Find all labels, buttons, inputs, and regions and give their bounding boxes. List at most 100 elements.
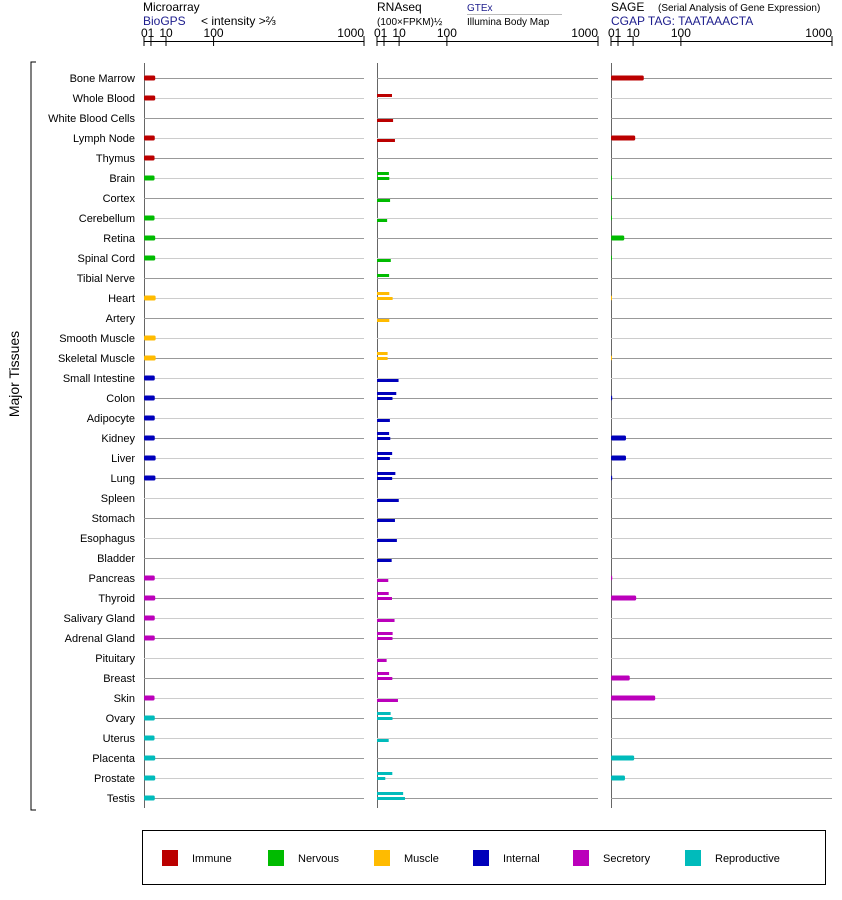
tissue-label: Kidney	[101, 433, 135, 445]
tissue-label: Whole Blood	[73, 93, 135, 105]
sage-bar	[611, 255, 612, 261]
tissue-label: Artery	[106, 313, 136, 325]
tissue-row: Bone Marrow	[70, 73, 832, 85]
rnaseq-ibm-bar	[377, 539, 397, 542]
microarray-bar	[144, 355, 156, 361]
tissue-label: Esophagus	[80, 533, 136, 545]
tissue-label: Stomach	[92, 513, 135, 525]
rnaseq-ibm-bar	[377, 297, 393, 300]
tissue-label: Bone Marrow	[70, 73, 135, 85]
microarray-bar	[144, 155, 155, 161]
microarray-bar	[144, 255, 156, 261]
tissue-label: Salivary Gland	[63, 613, 135, 625]
rnaseq-ibm-bar	[377, 199, 391, 202]
tissue-row: Heart	[108, 292, 832, 305]
tissue-row: Small Intestine	[63, 373, 832, 385]
microarray-bar	[144, 335, 156, 341]
sage-bar	[611, 575, 613, 581]
rnaseq-gtex-bar	[377, 392, 397, 395]
x-tick-label: 10	[392, 26, 406, 40]
tissue-row: White Blood Cells	[48, 113, 832, 125]
x-tick-label: 100	[671, 26, 691, 40]
rnaseq-ibm-bar	[377, 119, 394, 122]
tissue-label: Heart	[108, 293, 135, 305]
rnaseq-ibm-bar	[377, 777, 386, 780]
legend-swatch	[473, 850, 489, 866]
tissue-row: Adipocyte	[87, 413, 832, 425]
sage-bar	[611, 775, 625, 781]
legend-item-secretory: Secretory	[573, 850, 651, 866]
microarray-bar	[144, 175, 155, 181]
rnaseq-ibm-bar	[377, 177, 390, 180]
microarray-bar	[144, 715, 155, 721]
rnaseq-axis: 0 1 10 100 1000	[374, 26, 599, 808]
rnaseq-gtex-bar	[377, 432, 390, 435]
tissue-label: Skin	[114, 693, 135, 705]
microarray-bar	[144, 435, 155, 441]
rnaseq-ibm-bar	[377, 397, 393, 400]
rnaseq-source-gtex[interactable]: GTEx	[467, 3, 493, 14]
x-tick-label: 0	[608, 26, 615, 40]
microarray-bar	[144, 135, 155, 141]
tissue-row: Placenta	[92, 753, 832, 765]
sage-bar	[611, 135, 636, 141]
rnaseq-ibm-bar	[377, 519, 395, 522]
rnaseq-gtex-bar	[377, 274, 390, 277]
x-tick-label: 1	[381, 26, 388, 40]
tissue-row: Prostate	[94, 772, 832, 785]
rnaseq-ibm-bar	[377, 559, 392, 562]
rnaseq-gtex-bar	[377, 94, 392, 97]
tissue-label: Brain	[109, 173, 135, 185]
legend-item-immune: Immune	[162, 850, 232, 866]
sage-axis: 0 1 10 100 1000	[608, 26, 833, 808]
tissue-label: Adipocyte	[87, 413, 135, 425]
microarray-bar	[144, 95, 156, 101]
tissue-label: Lung	[111, 473, 135, 485]
tissue-row: Bladder	[97, 553, 832, 565]
x-tick-label: 0	[141, 26, 148, 40]
tissue-row: Cerebellum	[79, 213, 832, 225]
tissue-row: Spinal Cord	[78, 253, 832, 265]
sage-bar	[611, 355, 612, 361]
tissue-label: Thymus	[96, 153, 136, 165]
tissue-row: Thyroid	[98, 592, 832, 605]
microarray-source[interactable]: BioGPS	[143, 14, 186, 28]
legend-label: Reproductive	[715, 853, 780, 865]
legend-label: Secretory	[603, 853, 651, 865]
tissue-row: Testis	[107, 792, 832, 805]
tissue-label: Spleen	[101, 493, 135, 505]
sage-bar	[611, 755, 635, 761]
tissue-label: Breast	[103, 673, 135, 685]
tissue-label: Tibial Nerve	[77, 273, 135, 285]
rnaseq-gtex-bar	[377, 712, 391, 715]
x-tick-label: 100	[204, 26, 224, 40]
tissue-row: Pancreas	[89, 573, 832, 585]
microarray-bar	[144, 575, 155, 581]
tissue-row: Colon	[106, 392, 832, 405]
tissue-row: Lymph Node	[73, 133, 832, 145]
rnaseq-ibm-bar	[377, 499, 399, 502]
tissue-row: Tibial Nerve	[77, 273, 832, 285]
rnaseq-ibm-bar	[377, 659, 387, 662]
x-tick-label: 1000	[337, 26, 364, 40]
sage-source[interactable]: CGAP TAG: TAATAAACTA	[611, 14, 753, 28]
tissue-label: Cortex	[103, 193, 136, 205]
tissue-label: Testis	[107, 793, 136, 805]
microarray-bar	[144, 635, 155, 641]
tissue-label: White Blood Cells	[48, 113, 135, 125]
x-tick-label: 0	[374, 26, 381, 40]
tissue-row: Liver	[111, 452, 832, 465]
rnaseq-gtex-bar	[377, 452, 393, 455]
rnaseq-ibm-bar	[377, 437, 391, 440]
sage-bar	[611, 455, 626, 461]
tissue-row: Kidney	[101, 432, 832, 445]
sage-subtitle: (Serial Analysis of Gene Expression)	[658, 3, 820, 14]
microarray-title: Microarray	[143, 0, 200, 14]
rnaseq-gtex-bar	[377, 172, 389, 175]
tissue-label: Smooth Muscle	[59, 333, 135, 345]
tissue-row: Stomach	[92, 513, 832, 525]
rnaseq-ibm-bar	[377, 419, 390, 422]
tissue-label: Ovary	[106, 713, 136, 725]
sage-bar	[611, 595, 637, 601]
